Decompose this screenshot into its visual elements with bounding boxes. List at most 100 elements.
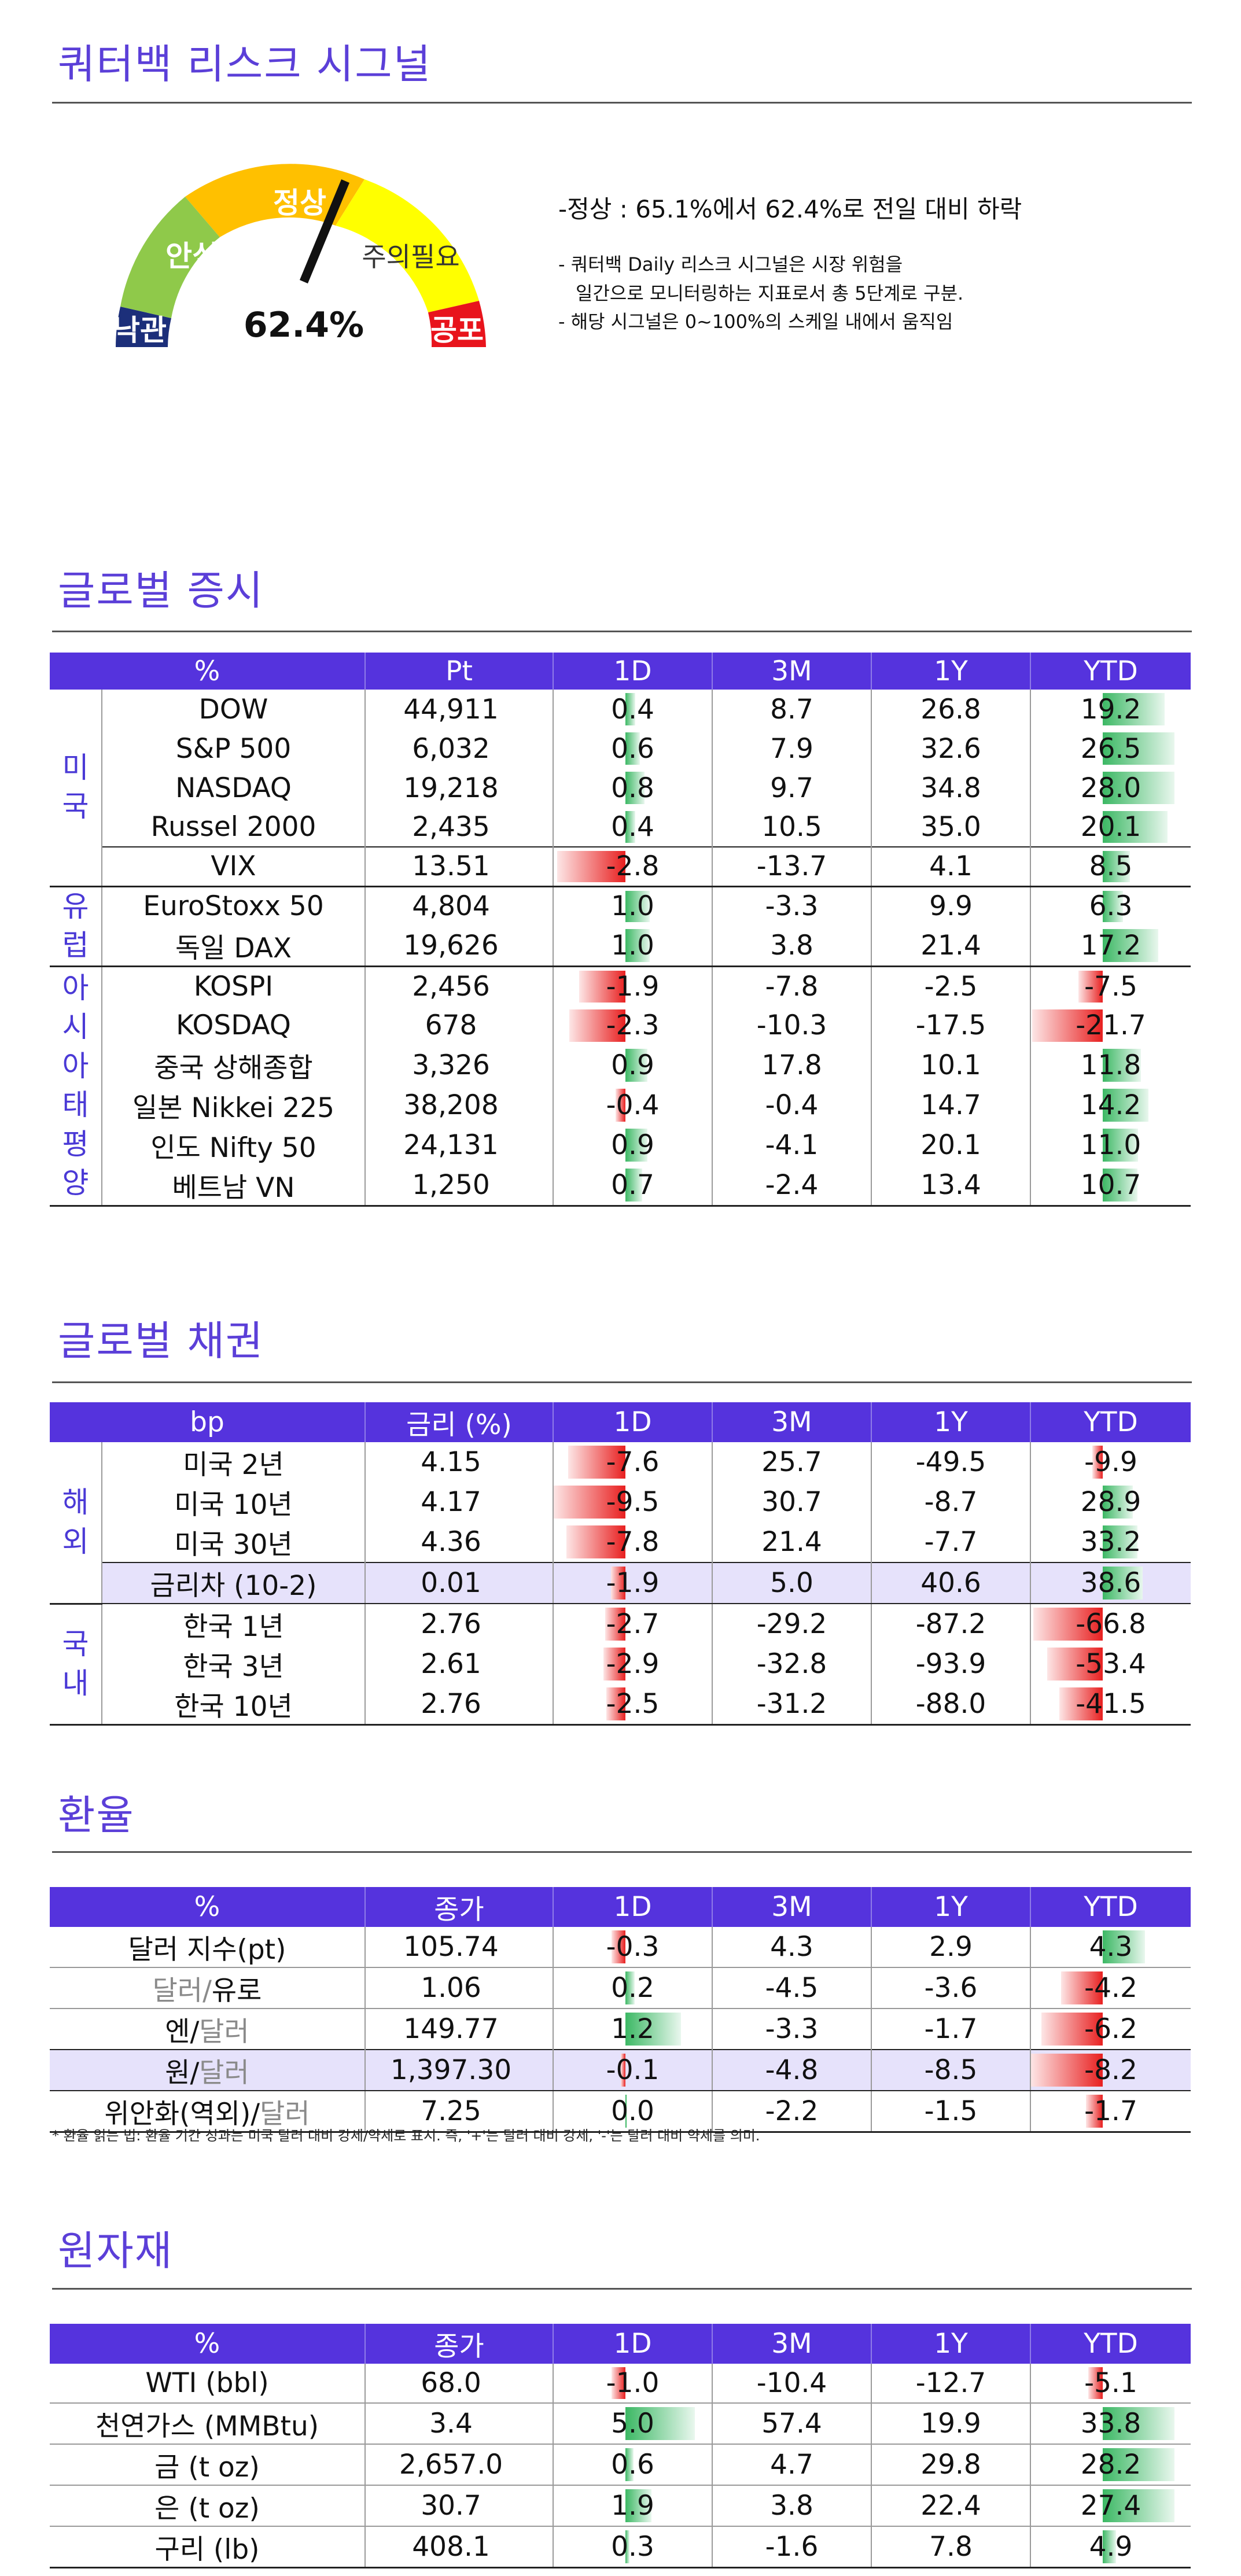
gauge-label-caution: 주의필요 [362,241,459,272]
gauge-seg-optimism [116,307,171,347]
row-level: 7.25 [364,2090,554,2133]
gauge-label-normal: 정상 [273,186,326,220]
row-3m: 5.0 [712,1562,872,1604]
row-ytd: 28.2 [1030,2444,1191,2485]
row-ytd-value: -4.2 [1084,1972,1137,2004]
row-3m: -1.6 [712,2526,872,2568]
header-col-2: 3M [712,1887,872,1927]
row-1d: 0.8 [553,768,713,808]
row-3m: -3.3 [712,2008,872,2050]
row-1d-bar [554,1486,625,1519]
row-name: KOSDAQ [176,1009,291,1041]
row-1d: 0.9 [553,1125,713,1165]
risk-section-title: 쿼터백 리스크 시그널 [58,40,432,88]
row-1y: -1.7 [871,2008,1031,2050]
header-col-0: Pt [364,653,554,690]
row-ytd-value: 38.6 [1080,1567,1141,1599]
header-unit: % [50,653,366,690]
row-1y: 2.9 [871,1927,1031,1967]
table-row: 미 국 DOW 44,911 0.4 8.7 26.8 19.2 [50,690,1191,887]
row-ytd: 26.5 [1030,729,1191,768]
table-row: 유 럽 EuroStoxx 50 4,804 1.0 -3.3 9.9 6.3 [50,886,1191,967]
row-1y: -88.0 [871,1684,1031,1726]
row-1d: -0.3 [553,1927,713,1967]
row-ytd: 28.0 [1030,768,1191,808]
row-1d: -1.9 [553,1562,713,1604]
row-3m: -10.3 [712,1005,872,1045]
table-row: 금리차 (10-2) 0.01 -1.9 5.0 40.6 38.6 [50,1562,1191,1604]
row-1d-value: 1.0 [611,930,654,961]
row-name: 한국 3년 [183,1651,284,1683]
row-ytd-bar [1033,1608,1103,1641]
table-row: 아 시 아 태 평 양 KOSPI 2,456 -1.9 -7.8 -2.5 -7.5 [50,966,1191,1207]
row-ytd: -6.2 [1030,2008,1191,2050]
row-1d-value: 0.2 [611,1972,654,2004]
row-1d-bar [625,2489,652,2522]
row-ytd-bar [1102,1525,1137,1558]
row-level: 1.06 [364,1967,554,2009]
row-ytd-value: 20.1 [1080,811,1141,843]
row-1d-value: -1.9 [606,970,660,1003]
row-1d-value: -9.5 [606,1486,660,1518]
gauge-seg-caution [336,179,479,312]
row-ytd-value: -66.8 [1076,1608,1146,1640]
row-ytd-bar [1102,693,1165,725]
table-row: 달러/유로 1.06 0.2 -4.5 -3.6 -4.2 [50,1967,1191,2009]
row-ytd: 38.6 [1030,1562,1191,1604]
gauge-label-fear: 공포 [430,314,484,347]
row-level: 0.01 [364,1562,554,1604]
row-1d: -0.4 [553,1085,713,1125]
row-level: 2,456 [364,966,554,1006]
equity-section-rule [52,631,1192,632]
row-ytd: 33.8 [1030,2402,1191,2444]
risk-notes: -정상 : 65.1%에서 62.4%로 전일 대비 하락 - 쿼터백 Dail… [558,191,1022,337]
row-3m: -7.8 [712,966,872,1006]
row-name: 구리 (lb) [50,2526,366,2568]
row-ytd: 4.9 [1030,2526,1191,2568]
row-level: 105.74 [364,1927,554,1967]
row-ytd-bar [1078,971,1103,1003]
row-name: NASDAQ [175,772,292,804]
row-3m: -10.4 [712,2364,872,2403]
table-row: 독일 DAX 19,626 1.0 3.8 21.4 17.2 [50,926,1191,967]
row-1d-value: 1.0 [611,890,654,923]
table-row: 엔/달러 149.77 1.2 -3.3 -1.7 -6.2 [50,2008,1191,2050]
row-ytd-value: -5.1 [1084,2367,1137,2399]
row-1y: -8.7 [871,1482,1031,1522]
row-1d-bar [625,693,635,725]
row-ytd: 8.5 [1030,846,1191,887]
row-name: 인도 Nifty 50 [150,1132,316,1164]
header-unit: bp [50,1402,366,1442]
row-3m: -3.3 [712,886,872,926]
row-1d-value: 0.3 [611,2531,654,2563]
row-ytd-value: 4.3 [1089,1931,1133,1963]
row-1y: 19.9 [871,2402,1031,2444]
row-1d-value: -1.9 [606,1567,660,1599]
row-ytd-value: 28.9 [1080,1486,1141,1518]
row-ytd: 19.2 [1030,690,1191,729]
row-1d-bar [625,2530,629,2563]
row-ytd-value: -1.7 [1084,2095,1137,2127]
row-1d-bar [605,1608,625,1641]
row-ytd: 4.3 [1030,1927,1191,1967]
row-1d-bar [606,1687,625,1720]
row-1d-bar [557,851,625,882]
row-level: 149.77 [364,2008,554,2050]
row-1d-bar [566,1525,625,1558]
table-row: 금 (t oz) 2,657.0 0.6 4.7 29.8 28.2 [50,2444,1191,2485]
row-level: 2,657.0 [364,2444,554,2485]
commodities-section-rule [52,2288,1192,2290]
row-1y: 29.8 [871,2444,1031,2485]
row-1d-value: -0.3 [606,1931,660,1963]
row-1y: 9.9 [871,886,1031,926]
header-unit: % [50,1887,366,1927]
row-ytd-value: -7.5 [1084,970,1137,1003]
row-1d-zero-line [625,2095,627,2128]
table-row: KOSDAQ 678 -2.3 -10.3 -17.5 -21.7 [50,1005,1191,1045]
row-ytd-value: 33.8 [1080,2408,1141,2439]
row-1d: -1.9 [553,966,713,1006]
row-level: 408.1 [364,2526,554,2568]
table-row: 한국 3년 2.61 -2.9 -32.8 -93.9 -53.4 [50,1644,1191,1684]
row-1d-value: -2.7 [606,1608,660,1640]
row-name: 베트남 VN [102,1164,366,1207]
